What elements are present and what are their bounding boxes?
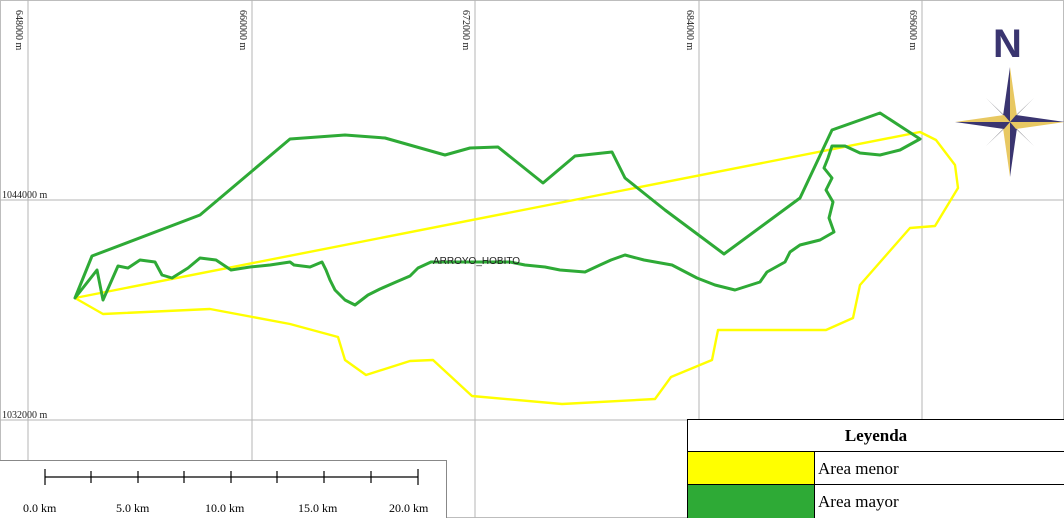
legend-title: Leyenda — [688, 420, 1064, 452]
legend: Leyenda Area menor Area mayor — [687, 419, 1064, 518]
north-label: N — [993, 22, 1022, 66]
easting-label: 672000 m — [460, 10, 471, 51]
northing-label: 1032000 m — [2, 410, 48, 421]
easting-label: 648000 m — [13, 10, 24, 51]
area-menor-polygon[interactable] — [73, 130, 960, 406]
stream-label: ARROYO_HOBITO — [433, 256, 520, 267]
area-mayor-polygon[interactable] — [73, 111, 922, 307]
northing-label: 1044000 m — [2, 190, 48, 201]
legend-label: Area menor — [818, 459, 899, 478]
legend-swatch-area-mayor — [688, 485, 815, 518]
easting-label: 684000 m — [684, 10, 695, 51]
legend-label: Area mayor — [818, 492, 899, 511]
easting-label: 696000 m — [907, 10, 918, 51]
legend-item-area-menor: Area menor — [688, 452, 1064, 485]
scale-label: 10.0 km — [205, 501, 245, 515]
scale-label: 20.0 km — [389, 501, 429, 515]
scale-label: 15.0 km — [298, 501, 338, 515]
scale-label: 5.0 km — [116, 501, 150, 515]
legend-swatch-area-menor — [688, 452, 815, 484]
scale-bar-ticks — [44, 469, 419, 485]
easting-label: 660000 m — [237, 10, 248, 51]
scale-label: 0.0 km — [23, 501, 57, 515]
north-arrow: N — [955, 22, 1064, 177]
scale-bar-box: 0.0 km 5.0 km 10.0 km 15.0 km 20.0 km — [0, 460, 447, 518]
scale-bar: 0.0 km 5.0 km 10.0 km 15.0 km 20.0 km — [23, 469, 429, 515]
legend-item-area-mayor: Area mayor — [688, 485, 1064, 518]
compass-rose-icon — [955, 67, 1064, 177]
